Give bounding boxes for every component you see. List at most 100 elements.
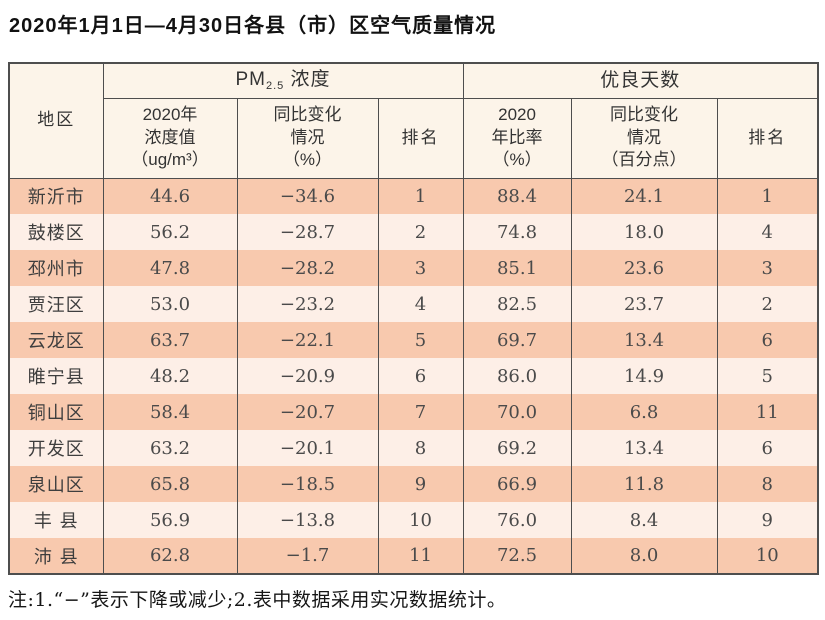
cell-pm-change: −23.2 [236, 286, 379, 322]
col-group-pm25: PM2.5 浓度 [102, 62, 464, 99]
cell-pm-rank: 7 [377, 394, 464, 430]
table-body: 新沂市 44.6 −34.6 1 88.4 24.1 1 鼓楼区 56.2 −28.7 2 74.8 1… [8, 178, 819, 574]
cell-pm-change: −34.6 [236, 178, 379, 214]
cell-region: 丰 县 [8, 502, 104, 538]
cell-good-rate: 82.5 [462, 286, 572, 322]
cell-pm-rank: 10 [377, 502, 464, 538]
cell-pm-value: 56.2 [102, 214, 238, 250]
cell-good-change: 8.0 [570, 538, 718, 574]
page-title: 2020年1月1日—4月30日各县（市）区空气质量情况 [9, 15, 497, 37]
cell-region: 泉山区 [8, 466, 104, 502]
table-row: 铜山区 58.4 −20.7 7 70.0 6.8 11 [8, 394, 819, 430]
cell-good-change: 14.9 [570, 358, 718, 394]
table-row: 贾汪区 53.0 −23.2 4 82.5 23.7 2 [8, 286, 819, 322]
cell-pm-rank: 1 [377, 178, 464, 214]
cell-good-rate: 86.0 [462, 358, 572, 394]
cell-pm-change: −28.7 [236, 214, 379, 250]
cell-region: 开发区 [8, 430, 104, 466]
air-quality-table: 地区 PM2.5 浓度 优良天数 2020年 浓度值 （ug/m³） 同比变化 … [8, 62, 820, 575]
cell-region: 新沂市 [8, 178, 104, 214]
cell-pm-value: 44.6 [102, 178, 238, 214]
cell-pm-change: −22.1 [236, 322, 379, 358]
cell-good-rank: 6 [716, 322, 819, 358]
cell-pm-value: 53.0 [102, 286, 238, 322]
cell-good-rate: 85.1 [462, 250, 572, 286]
cell-good-change: 18.0 [570, 214, 718, 250]
cell-good-rank: 1 [716, 178, 819, 214]
cell-good-rank: 2 [716, 286, 819, 322]
cell-pm-change: −1.7 [236, 538, 379, 574]
cell-region: 铜山区 [8, 394, 104, 430]
cell-pm-value: 47.8 [102, 250, 238, 286]
table-row: 睢宁县 48.2 −20.9 6 86.0 14.9 5 [8, 358, 819, 394]
col-header-pm-value: 2020年 浓度值 （ug/m³） [102, 97, 238, 179]
col-header-pm-change: 同比变化 情况 （%） [236, 97, 379, 179]
col-header-good-rank: 排名 [716, 97, 819, 179]
cell-good-rank: 6 [716, 430, 819, 466]
cell-good-rate: 66.9 [462, 466, 572, 502]
table-row: 泉山区 65.8 −18.5 9 66.9 11.8 8 [8, 466, 819, 502]
cell-good-change: 24.1 [570, 178, 718, 214]
table-row: 开发区 63.2 −20.1 8 69.2 13.4 6 [8, 430, 819, 466]
cell-pm-rank: 4 [377, 286, 464, 322]
cell-pm-rank: 2 [377, 214, 464, 250]
cell-good-change: 23.6 [570, 250, 718, 286]
header-sub-row: 2020年 浓度值 （ug/m³） 同比变化 情况 （%） 排名 2020 年比… [9, 97, 819, 179]
cell-good-rank: 11 [716, 394, 819, 430]
cell-pm-rank: 8 [377, 430, 464, 466]
pm-label-prefix: PM [235, 69, 266, 91]
table-row: 丰 县 56.9 −13.8 10 76.0 8.4 9 [8, 502, 819, 538]
table-row: 新沂市 44.6 −34.6 1 88.4 24.1 1 [8, 178, 819, 214]
cell-pm-rank: 6 [377, 358, 464, 394]
cell-good-rate: 70.0 [462, 394, 572, 430]
col-header-region: 地区 [8, 62, 104, 179]
cell-good-rank: 4 [716, 214, 819, 250]
cell-good-rank: 5 [716, 358, 819, 394]
pm-label-subscript: 2.5 [265, 80, 285, 93]
col-header-pm-rank: 排名 [377, 97, 464, 179]
cell-good-change: 6.8 [570, 394, 718, 430]
cell-region: 云龙区 [8, 322, 104, 358]
cell-good-rank: 8 [716, 466, 819, 502]
table-row: 沛 县 62.8 −1.7 11 72.5 8.0 10 [8, 538, 819, 574]
cell-pm-value: 58.4 [102, 394, 238, 430]
header-group-row: 地区 PM2.5 浓度 优良天数 [8, 62, 819, 179]
cell-pm-change: −28.2 [236, 250, 379, 286]
cell-good-change: 23.7 [570, 286, 718, 322]
cell-pm-rank: 11 [377, 538, 464, 574]
cell-good-change: 13.4 [570, 322, 718, 358]
cell-good-rate: 69.2 [462, 430, 572, 466]
cell-good-rank: 3 [716, 250, 819, 286]
cell-pm-change: −13.8 [236, 502, 379, 538]
cell-pm-rank: 9 [377, 466, 464, 502]
cell-good-change: 11.8 [570, 466, 718, 502]
pm-label-suffix: 浓度 [284, 69, 331, 91]
cell-region: 鼓楼区 [8, 214, 104, 250]
col-header-good-rate: 2020 年比率 （%） [462, 97, 572, 179]
cell-good-rate: 74.8 [462, 214, 572, 250]
col-header-good-change: 同比变化 情况 （百分点） [570, 97, 718, 179]
cell-good-change: 13.4 [570, 430, 718, 466]
cell-pm-value: 65.8 [102, 466, 238, 502]
cell-region: 邳州市 [8, 250, 104, 286]
cell-region: 睢宁县 [8, 358, 104, 394]
table-row: 鼓楼区 56.2 −28.7 2 74.8 18.0 4 [8, 214, 819, 250]
footnote: 注:1.“−”表示下降或减少;2.表中数据采用实况数据统计。 [8, 589, 507, 611]
cell-pm-rank: 5 [377, 322, 464, 358]
cell-pm-value: 62.8 [102, 538, 238, 574]
cell-pm-value: 63.2 [102, 430, 238, 466]
cell-good-rank: 9 [716, 502, 819, 538]
cell-pm-value: 48.2 [102, 358, 238, 394]
cell-pm-change: −20.9 [236, 358, 379, 394]
table-header: 地区 PM2.5 浓度 优良天数 2020年 浓度值 （ug/m³） 同比变化 … [8, 62, 819, 179]
col-group-good-days: 优良天数 [462, 62, 819, 99]
cell-pm-change: −20.7 [236, 394, 379, 430]
cell-pm-rank: 3 [377, 250, 464, 286]
cell-region: 贾汪区 [8, 286, 104, 322]
cell-good-rate: 76.0 [462, 502, 572, 538]
cell-good-change: 8.4 [570, 502, 718, 538]
cell-pm-change: −18.5 [236, 466, 379, 502]
cell-good-rate: 72.5 [462, 538, 572, 574]
table-row: 云龙区 63.7 −22.1 5 69.7 13.4 6 [8, 322, 819, 358]
